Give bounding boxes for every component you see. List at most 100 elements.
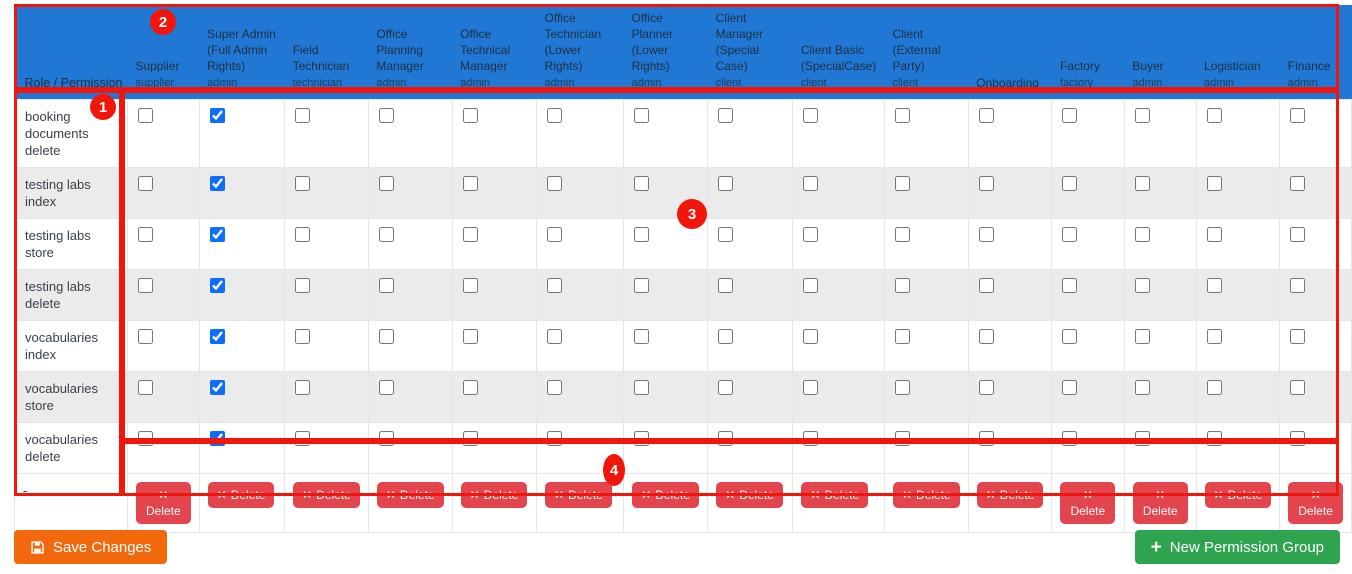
permission-checkbox[interactable]: [137, 380, 153, 395]
permission-checkbox[interactable]: [1134, 176, 1150, 191]
permission-checkbox[interactable]: [1206, 329, 1222, 344]
permission-checkbox[interactable]: [295, 176, 311, 191]
permission-checkbox[interactable]: [462, 176, 478, 191]
permission-checkbox[interactable]: [209, 278, 225, 293]
permission-checkbox[interactable]: [462, 380, 478, 395]
permission-checkbox[interactable]: [803, 329, 819, 344]
permission-checkbox[interactable]: [978, 108, 994, 123]
permission-checkbox[interactable]: [1134, 278, 1150, 293]
delete-permission-group-button[interactable]: ✕ Delete: [545, 482, 612, 508]
permission-checkbox[interactable]: [378, 227, 394, 242]
delete-permission-group-button[interactable]: ✕ Delete: [207, 482, 275, 508]
delete-permission-group-button[interactable]: ✕ Delete: [1060, 482, 1116, 524]
permission-checkbox[interactable]: [718, 108, 734, 123]
permission-checkbox[interactable]: [1290, 329, 1306, 344]
permission-checkbox[interactable]: [462, 108, 478, 123]
permission-checkbox[interactable]: [378, 108, 394, 123]
permission-checkbox[interactable]: [1290, 380, 1306, 395]
permission-checkbox[interactable]: [1062, 108, 1078, 123]
permission-checkbox[interactable]: [137, 108, 153, 123]
permission-checkbox[interactable]: [894, 380, 910, 395]
permission-checkbox[interactable]: [1206, 431, 1222, 446]
permission-checkbox[interactable]: [634, 329, 650, 344]
permission-checkbox[interactable]: [894, 431, 910, 446]
permission-checkbox[interactable]: [718, 431, 734, 446]
permission-checkbox[interactable]: [718, 329, 734, 344]
permission-checkbox[interactable]: [894, 227, 910, 242]
permission-checkbox[interactable]: [1206, 108, 1222, 123]
permission-checkbox[interactable]: [1206, 227, 1222, 242]
permission-checkbox[interactable]: [209, 227, 225, 242]
permission-checkbox[interactable]: [1290, 108, 1306, 123]
permission-checkbox[interactable]: [978, 278, 994, 293]
permission-checkbox[interactable]: [1062, 431, 1078, 446]
delete-permission-group-button[interactable]: ✕ Delete: [1132, 482, 1188, 524]
permission-checkbox[interactable]: [1206, 380, 1222, 395]
permission-checkbox[interactable]: [547, 431, 563, 446]
permission-checkbox[interactable]: [378, 380, 394, 395]
permission-checkbox[interactable]: [803, 108, 819, 123]
permission-checkbox[interactable]: [634, 380, 650, 395]
delete-permission-group-button[interactable]: ✕ Delete: [716, 482, 783, 508]
permission-checkbox[interactable]: [378, 431, 394, 446]
permission-checkbox[interactable]: [295, 108, 311, 123]
permission-checkbox[interactable]: [295, 227, 311, 242]
permission-checkbox[interactable]: [894, 176, 910, 191]
delete-permission-group-button[interactable]: ✕ Delete: [976, 482, 1044, 508]
delete-permission-group-button[interactable]: ✕ Delete: [801, 482, 869, 508]
delete-permission-group-button[interactable]: ✕ Delete: [632, 482, 699, 508]
permission-checkbox[interactable]: [634, 108, 650, 123]
permission-checkbox[interactable]: [803, 380, 819, 395]
permission-checkbox[interactable]: [295, 431, 311, 446]
permission-checkbox[interactable]: [137, 431, 153, 446]
permission-checkbox[interactable]: [978, 176, 994, 191]
permission-checkbox[interactable]: [378, 176, 394, 191]
delete-permission-group-button[interactable]: ✕ Delete: [1204, 482, 1272, 508]
permission-checkbox[interactable]: [295, 380, 311, 395]
permission-checkbox[interactable]: [1062, 227, 1078, 242]
permission-checkbox[interactable]: [1206, 278, 1222, 293]
permission-checkbox[interactable]: [634, 176, 650, 191]
permission-checkbox[interactable]: [547, 108, 563, 123]
permission-checkbox[interactable]: [1290, 176, 1306, 191]
permission-checkbox[interactable]: [137, 176, 153, 191]
permission-checkbox[interactable]: [295, 278, 311, 293]
permission-checkbox[interactable]: [209, 329, 225, 344]
permission-checkbox[interactable]: [209, 108, 225, 123]
permission-checkbox[interactable]: [1290, 278, 1306, 293]
permission-checkbox[interactable]: [547, 278, 563, 293]
permission-checkbox[interactable]: [1134, 108, 1150, 123]
permission-checkbox[interactable]: [718, 176, 734, 191]
permission-checkbox[interactable]: [547, 176, 563, 191]
permission-checkbox[interactable]: [1134, 227, 1150, 242]
new-permission-group-button[interactable]: + New Permission Group: [1134, 530, 1340, 564]
permission-checkbox[interactable]: [378, 329, 394, 344]
permission-checkbox[interactable]: [137, 227, 153, 242]
permission-checkbox[interactable]: [378, 278, 394, 293]
permission-checkbox[interactable]: [803, 278, 819, 293]
permission-checkbox[interactable]: [1206, 176, 1222, 191]
permission-checkbox[interactable]: [718, 227, 734, 242]
delete-permission-group-button[interactable]: ✕ Delete: [892, 482, 960, 508]
permission-checkbox[interactable]: [137, 329, 153, 344]
permission-checkbox[interactable]: [462, 227, 478, 242]
delete-permission-group-button[interactable]: ✕ Delete: [376, 482, 444, 508]
delete-permission-group-button[interactable]: ✕ Delete: [460, 482, 528, 508]
permission-checkbox[interactable]: [547, 227, 563, 242]
permission-checkbox[interactable]: [634, 227, 650, 242]
permission-checkbox[interactable]: [209, 380, 225, 395]
permission-checkbox[interactable]: [462, 329, 478, 344]
permission-checkbox[interactable]: [634, 431, 650, 446]
permission-checkbox[interactable]: [1134, 380, 1150, 395]
permission-checkbox[interactable]: [209, 176, 225, 191]
permission-checkbox[interactable]: [1062, 278, 1078, 293]
delete-permission-group-button[interactable]: ✕ Delete: [293, 482, 360, 508]
permission-checkbox[interactable]: [547, 329, 563, 344]
permission-checkbox[interactable]: [978, 431, 994, 446]
permission-checkbox[interactable]: [803, 176, 819, 191]
permission-checkbox[interactable]: [547, 380, 563, 395]
permission-checkbox[interactable]: [462, 278, 478, 293]
permission-checkbox[interactable]: [209, 431, 225, 446]
permission-checkbox[interactable]: [718, 278, 734, 293]
permission-checkbox[interactable]: [718, 380, 734, 395]
